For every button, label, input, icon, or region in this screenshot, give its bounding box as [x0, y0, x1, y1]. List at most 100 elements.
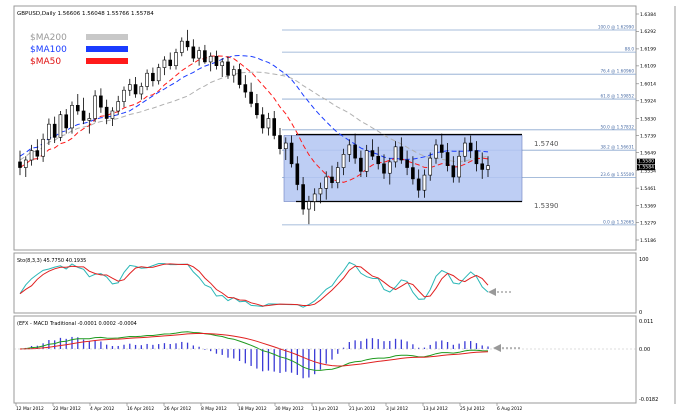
price-tick-label: 1.6292 [640, 29, 656, 35]
macd-tick-zero: 0.00 [639, 347, 650, 353]
candle-body [231, 69, 236, 76]
candle-body [335, 167, 340, 183]
fib-label: 38.2 @ 1.56631 [601, 145, 635, 150]
candle-body [399, 146, 404, 161]
candle-body [283, 142, 288, 149]
candle-body [359, 157, 363, 172]
candle-body [139, 86, 144, 95]
fibonacci-levels: 100.0 @ 1.62990 88.0 76.4 @ 1.60960 61.8 @ … [282, 25, 636, 226]
candle-body [405, 159, 409, 168]
candle-body [411, 167, 415, 180]
time-tick-label: 11 Jun 2012 [312, 406, 339, 412]
time-tick-label: 21 Jun 2012 [349, 406, 376, 412]
candle-body [237, 69, 242, 85]
candle-body [156, 67, 161, 82]
candle-body [243, 84, 248, 93]
stochastic-tick-0: 0 [639, 310, 642, 316]
fib-label: 0.0 @ 1.52665 [603, 219, 634, 224]
stochastic-lines [19, 261, 489, 308]
candle-body [295, 163, 300, 185]
candle-body [422, 174, 427, 191]
price-tick-label: 1.5369 [640, 203, 656, 209]
candle-body [347, 144, 352, 155]
candle-body [463, 142, 467, 157]
legend-label-ma200: $MA200 [30, 33, 67, 43]
candle-body [58, 114, 63, 138]
fib-label: 88.0 [625, 47, 635, 52]
fib-label: 61.8 @ 1.59852 [601, 94, 635, 99]
stochastic-tick-100: 100 [639, 257, 649, 263]
price-tick-label: 1.6014 [640, 82, 656, 88]
candle-body [214, 55, 219, 66]
price-tick-label: 1.5554 [640, 168, 656, 174]
macd-signal-line [19, 332, 489, 367]
fib-label: 76.4 @ 1.60960 [601, 69, 635, 74]
time-axis: 12 Mar 2012 22 Mar 2012 4 Apr 2012 16 Apr 2… [15, 403, 523, 412]
candle-body [451, 165, 456, 178]
ma-legend: $MA200 $MA100 $MA50 [30, 33, 128, 67]
time-tick-label: 16 Apr 2012 [127, 406, 154, 412]
candle-body [203, 50, 207, 63]
legend-swatch-ma200 [86, 34, 128, 40]
candle-body [428, 157, 433, 176]
price-tick-label: 1.6199 [640, 47, 656, 53]
price-tick-label: 1.6109 [640, 64, 656, 70]
stochastic-arrow [488, 288, 512, 296]
candle-body [99, 95, 103, 108]
fib-label: 50.0 @ 1.57832 [601, 124, 635, 129]
candle-body [18, 161, 22, 168]
time-tick-label: 4 Apr 2012 [90, 406, 115, 412]
candle-body [474, 150, 479, 165]
range-top-label: 1.5740 [534, 140, 559, 148]
candle-body [41, 138, 45, 157]
macd-tick-bottom: -0.0182 [639, 397, 658, 403]
candle-body [312, 193, 317, 202]
candle-body [174, 52, 178, 66]
time-tick-label: 6 Aug 2012 [497, 406, 523, 412]
candle-body [486, 165, 490, 170]
moving-averages [19, 54, 489, 183]
candle-body [278, 135, 282, 149]
current-price-label: 1.5584 [638, 165, 654, 171]
ma50-line [19, 55, 489, 183]
candle-body [272, 118, 277, 136]
macd-pane [13, 315, 637, 404]
candle-body [301, 184, 305, 210]
candle-body [260, 114, 265, 129]
price-tick-label: 1.5279 [640, 220, 656, 226]
candle-body [255, 103, 259, 116]
candle-body [179, 40, 184, 53]
price-tick-label: 1.5830 [640, 116, 656, 122]
current-price-box [637, 164, 655, 171]
time-tick-label: 12 Mar 2012 [16, 406, 44, 412]
macd-tick-top: 0.011 [639, 319, 653, 325]
stochastic-pane [13, 252, 637, 314]
time-tick-label: 13 Jul 2012 [423, 406, 448, 412]
candle-body [353, 144, 357, 159]
current-price-box [637, 158, 655, 165]
candle-body [266, 118, 271, 129]
candle-body [133, 84, 138, 95]
candle-body [480, 163, 485, 170]
macd-arrow [493, 344, 522, 352]
price-tick-label: 1.5461 [640, 186, 656, 192]
candle-body [75, 105, 80, 112]
legend-label-ma100: $MA100 [30, 45, 67, 55]
candle-body [341, 154, 346, 168]
candle-body [185, 40, 190, 48]
candle-body [318, 188, 323, 195]
price-tick-label: 1.5186 [640, 238, 656, 244]
stochastic-title: Sto(8,3,3) 45.7750 40.1935 [17, 258, 86, 264]
candle-body [145, 72, 149, 87]
candle-body [64, 114, 69, 129]
candle-body [162, 59, 167, 68]
time-tick-label: 26 Apr 2012 [164, 406, 191, 412]
price-pane [13, 5, 637, 251]
candle-body [307, 201, 311, 210]
candle-body [364, 150, 369, 172]
fib-label: 23.6 @ 1.55509 [601, 172, 635, 177]
candles [18, 29, 490, 225]
stochastic-d-line [19, 263, 489, 307]
range-bottom-label: 1.5390 [534, 202, 559, 210]
